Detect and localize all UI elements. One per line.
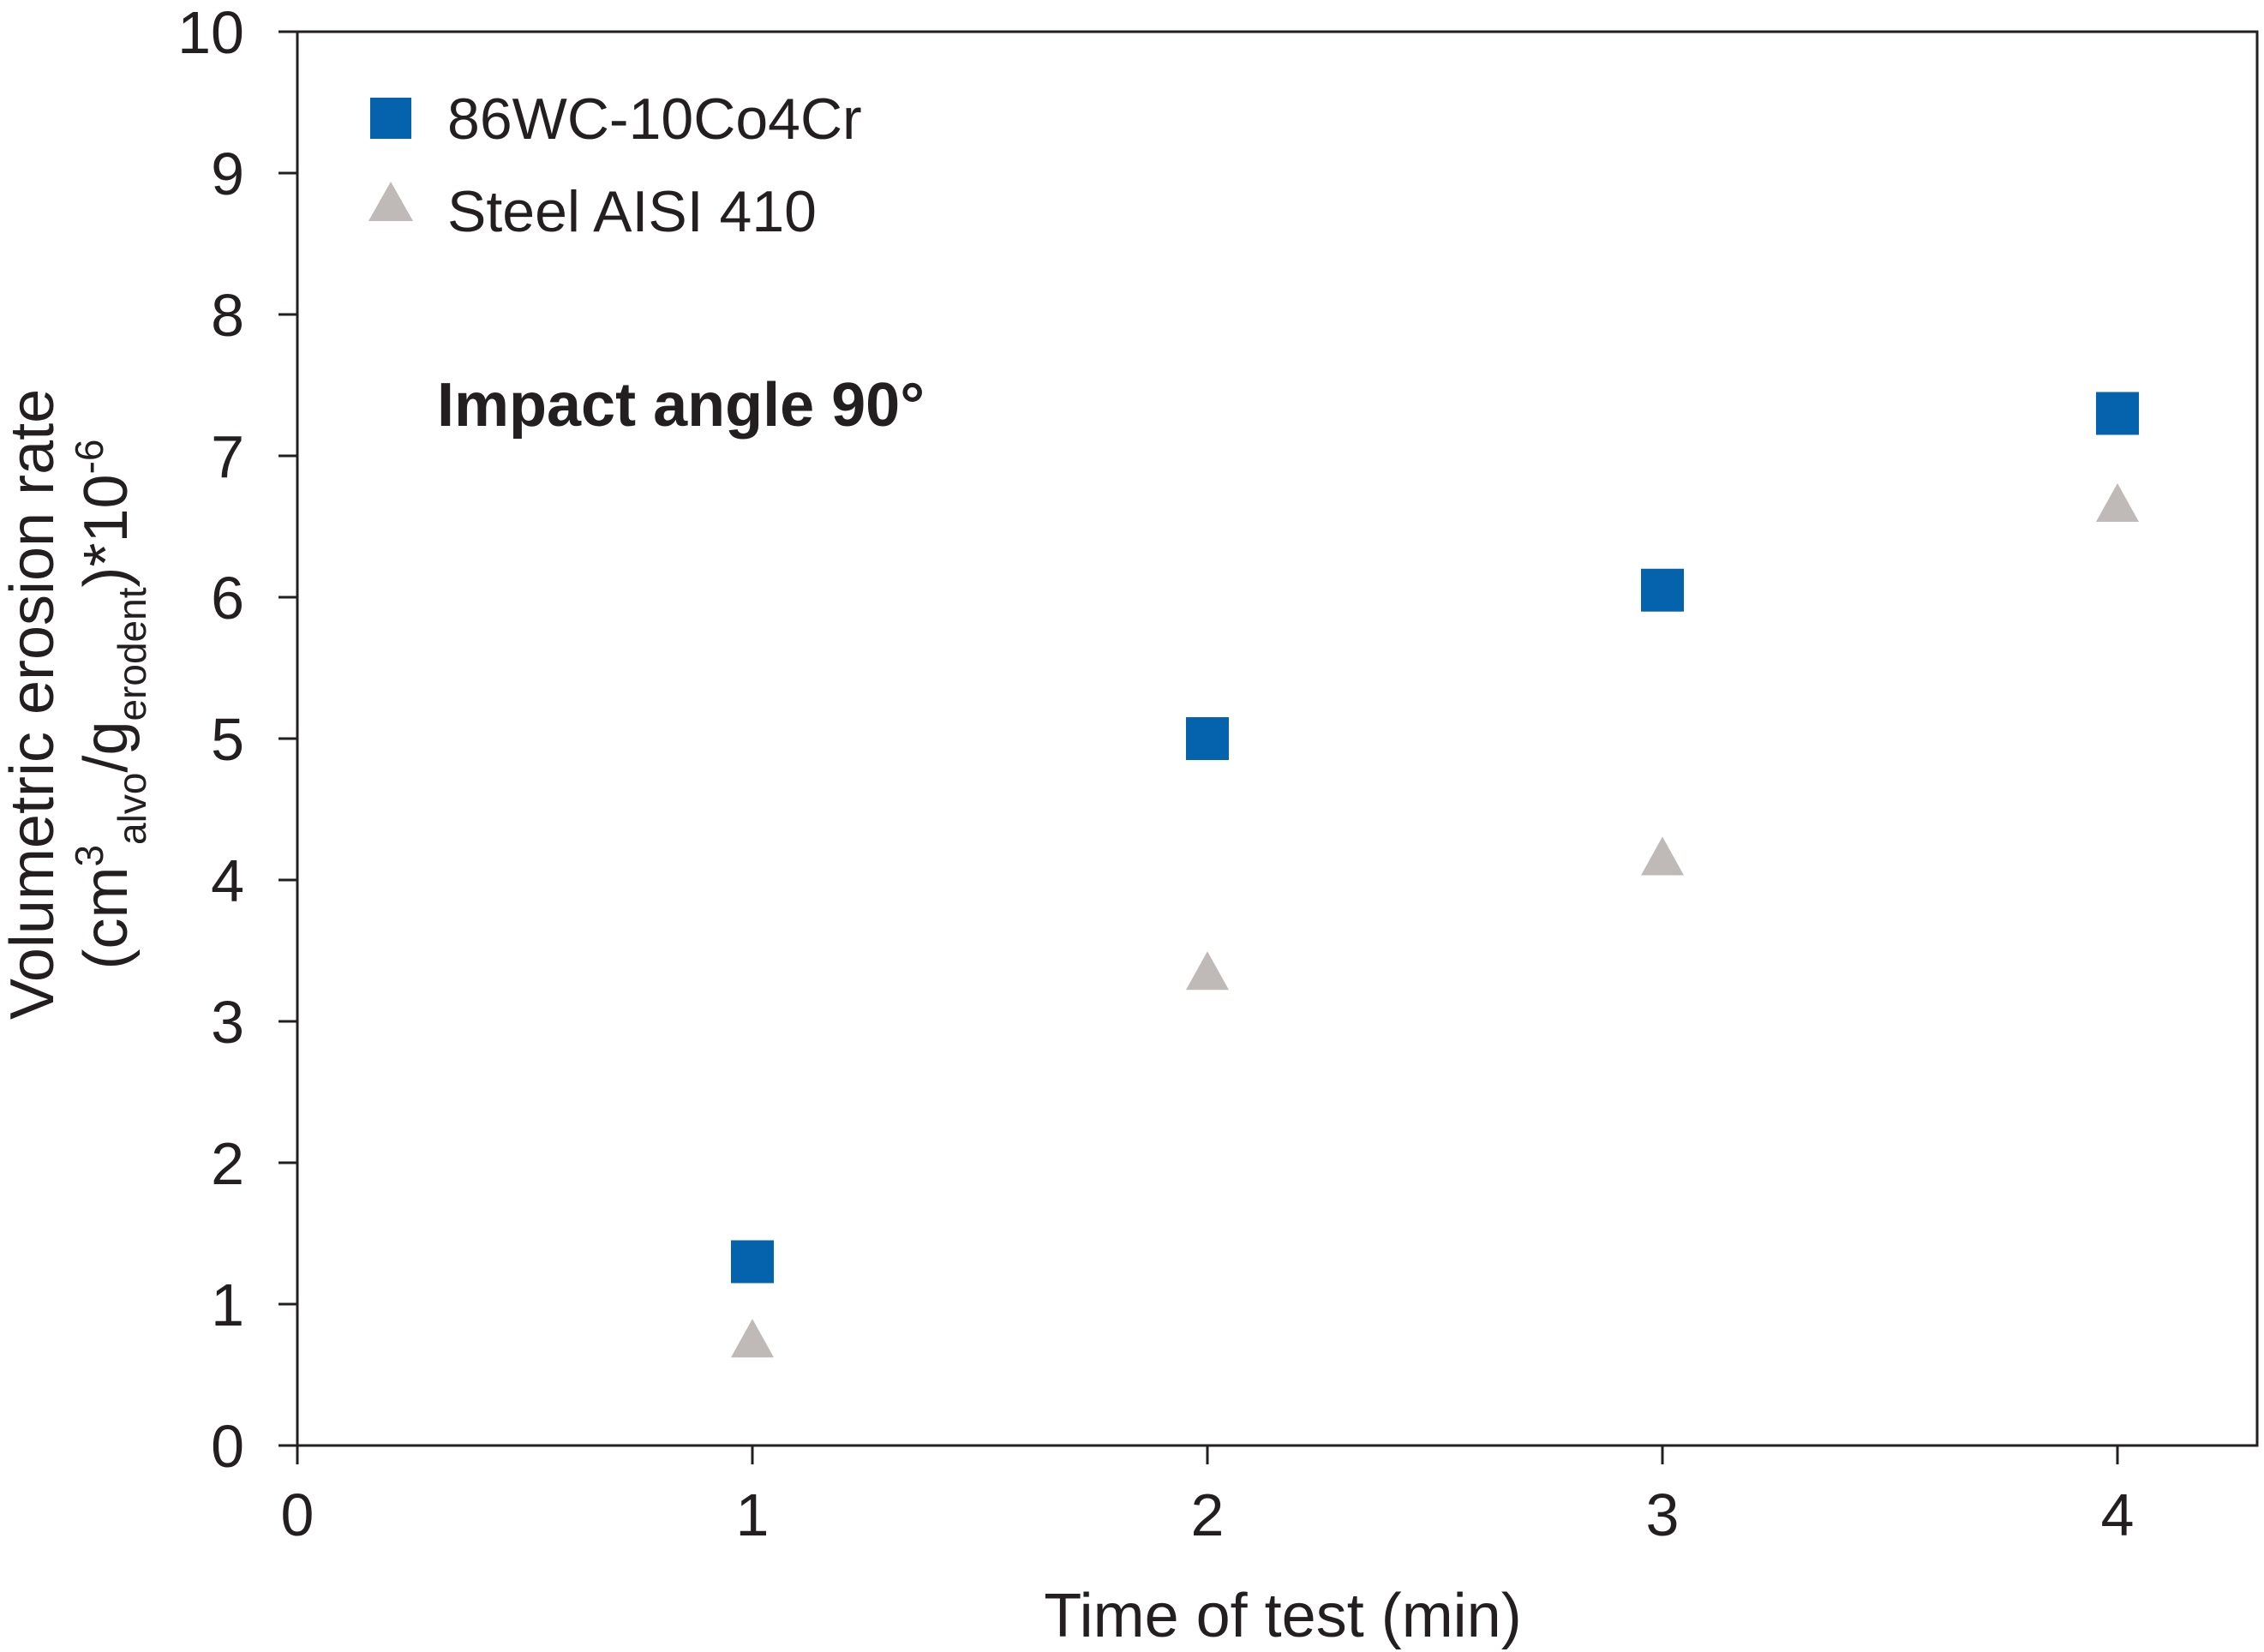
point-steel-3	[1641, 836, 1684, 876]
y-tick-label: 6	[211, 565, 244, 631]
point-86wc-1	[731, 1240, 774, 1284]
x-tick-label: 3	[1646, 1481, 1680, 1548]
y-tick-label: 5	[211, 706, 244, 773]
point-86wc-2	[1186, 717, 1229, 760]
impact-angle-annotation: Impact angle 90°	[437, 371, 925, 440]
y-tick-label: 2	[211, 1130, 244, 1197]
y-tick-label: 3	[211, 989, 244, 1056]
x-tick-label: 2	[1191, 1481, 1225, 1548]
y-tick-label: 10	[177, 0, 244, 66]
y-axis-title-line1: Volumetric erosion rate	[0, 389, 67, 1020]
x-tick-label: 4	[2101, 1481, 2135, 1548]
y-tick-label: 8	[211, 282, 244, 349]
point-86wc-4	[2096, 392, 2139, 435]
y-tick-label: 4	[211, 847, 244, 914]
data-marks	[731, 392, 2139, 1358]
point-86wc-3	[1641, 568, 1684, 612]
legend-marker-steel	[368, 182, 413, 221]
legend: 86WC-10Co4Cr Steel AISI 410	[368, 87, 862, 244]
point-steel-4	[2096, 483, 2139, 523]
x-tick-label: 0	[281, 1481, 314, 1548]
y-tick-label: 7	[211, 423, 244, 490]
legend-marker-86wc	[370, 98, 411, 139]
x-tick-label: 1	[736, 1481, 770, 1548]
y-tick-label: 0	[211, 1413, 244, 1480]
x-axis-ticks: 0 1 2 3 4	[281, 1446, 2135, 1548]
y-axis-title: Volumetric erosion rate (cm3alvo/geroden…	[0, 389, 154, 1020]
legend-label-steel: Steel AISI 410	[447, 179, 817, 244]
y-tick-label: 1	[211, 1272, 244, 1338]
x-axis-title: Time of test (min)	[1044, 1582, 1521, 1650]
y-axis-title-line2: (cm3alvo/gerodent)*10-6	[67, 440, 154, 970]
legend-label-86wc: 86WC-10Co4Cr	[447, 87, 862, 152]
point-steel-2	[1186, 951, 1229, 991]
point-steel-1	[731, 1319, 774, 1358]
y-tick-label: 9	[211, 141, 244, 207]
y-axis-ticks: 0 1 2 3 4 5 6 7 8 9 10	[177, 0, 297, 1480]
